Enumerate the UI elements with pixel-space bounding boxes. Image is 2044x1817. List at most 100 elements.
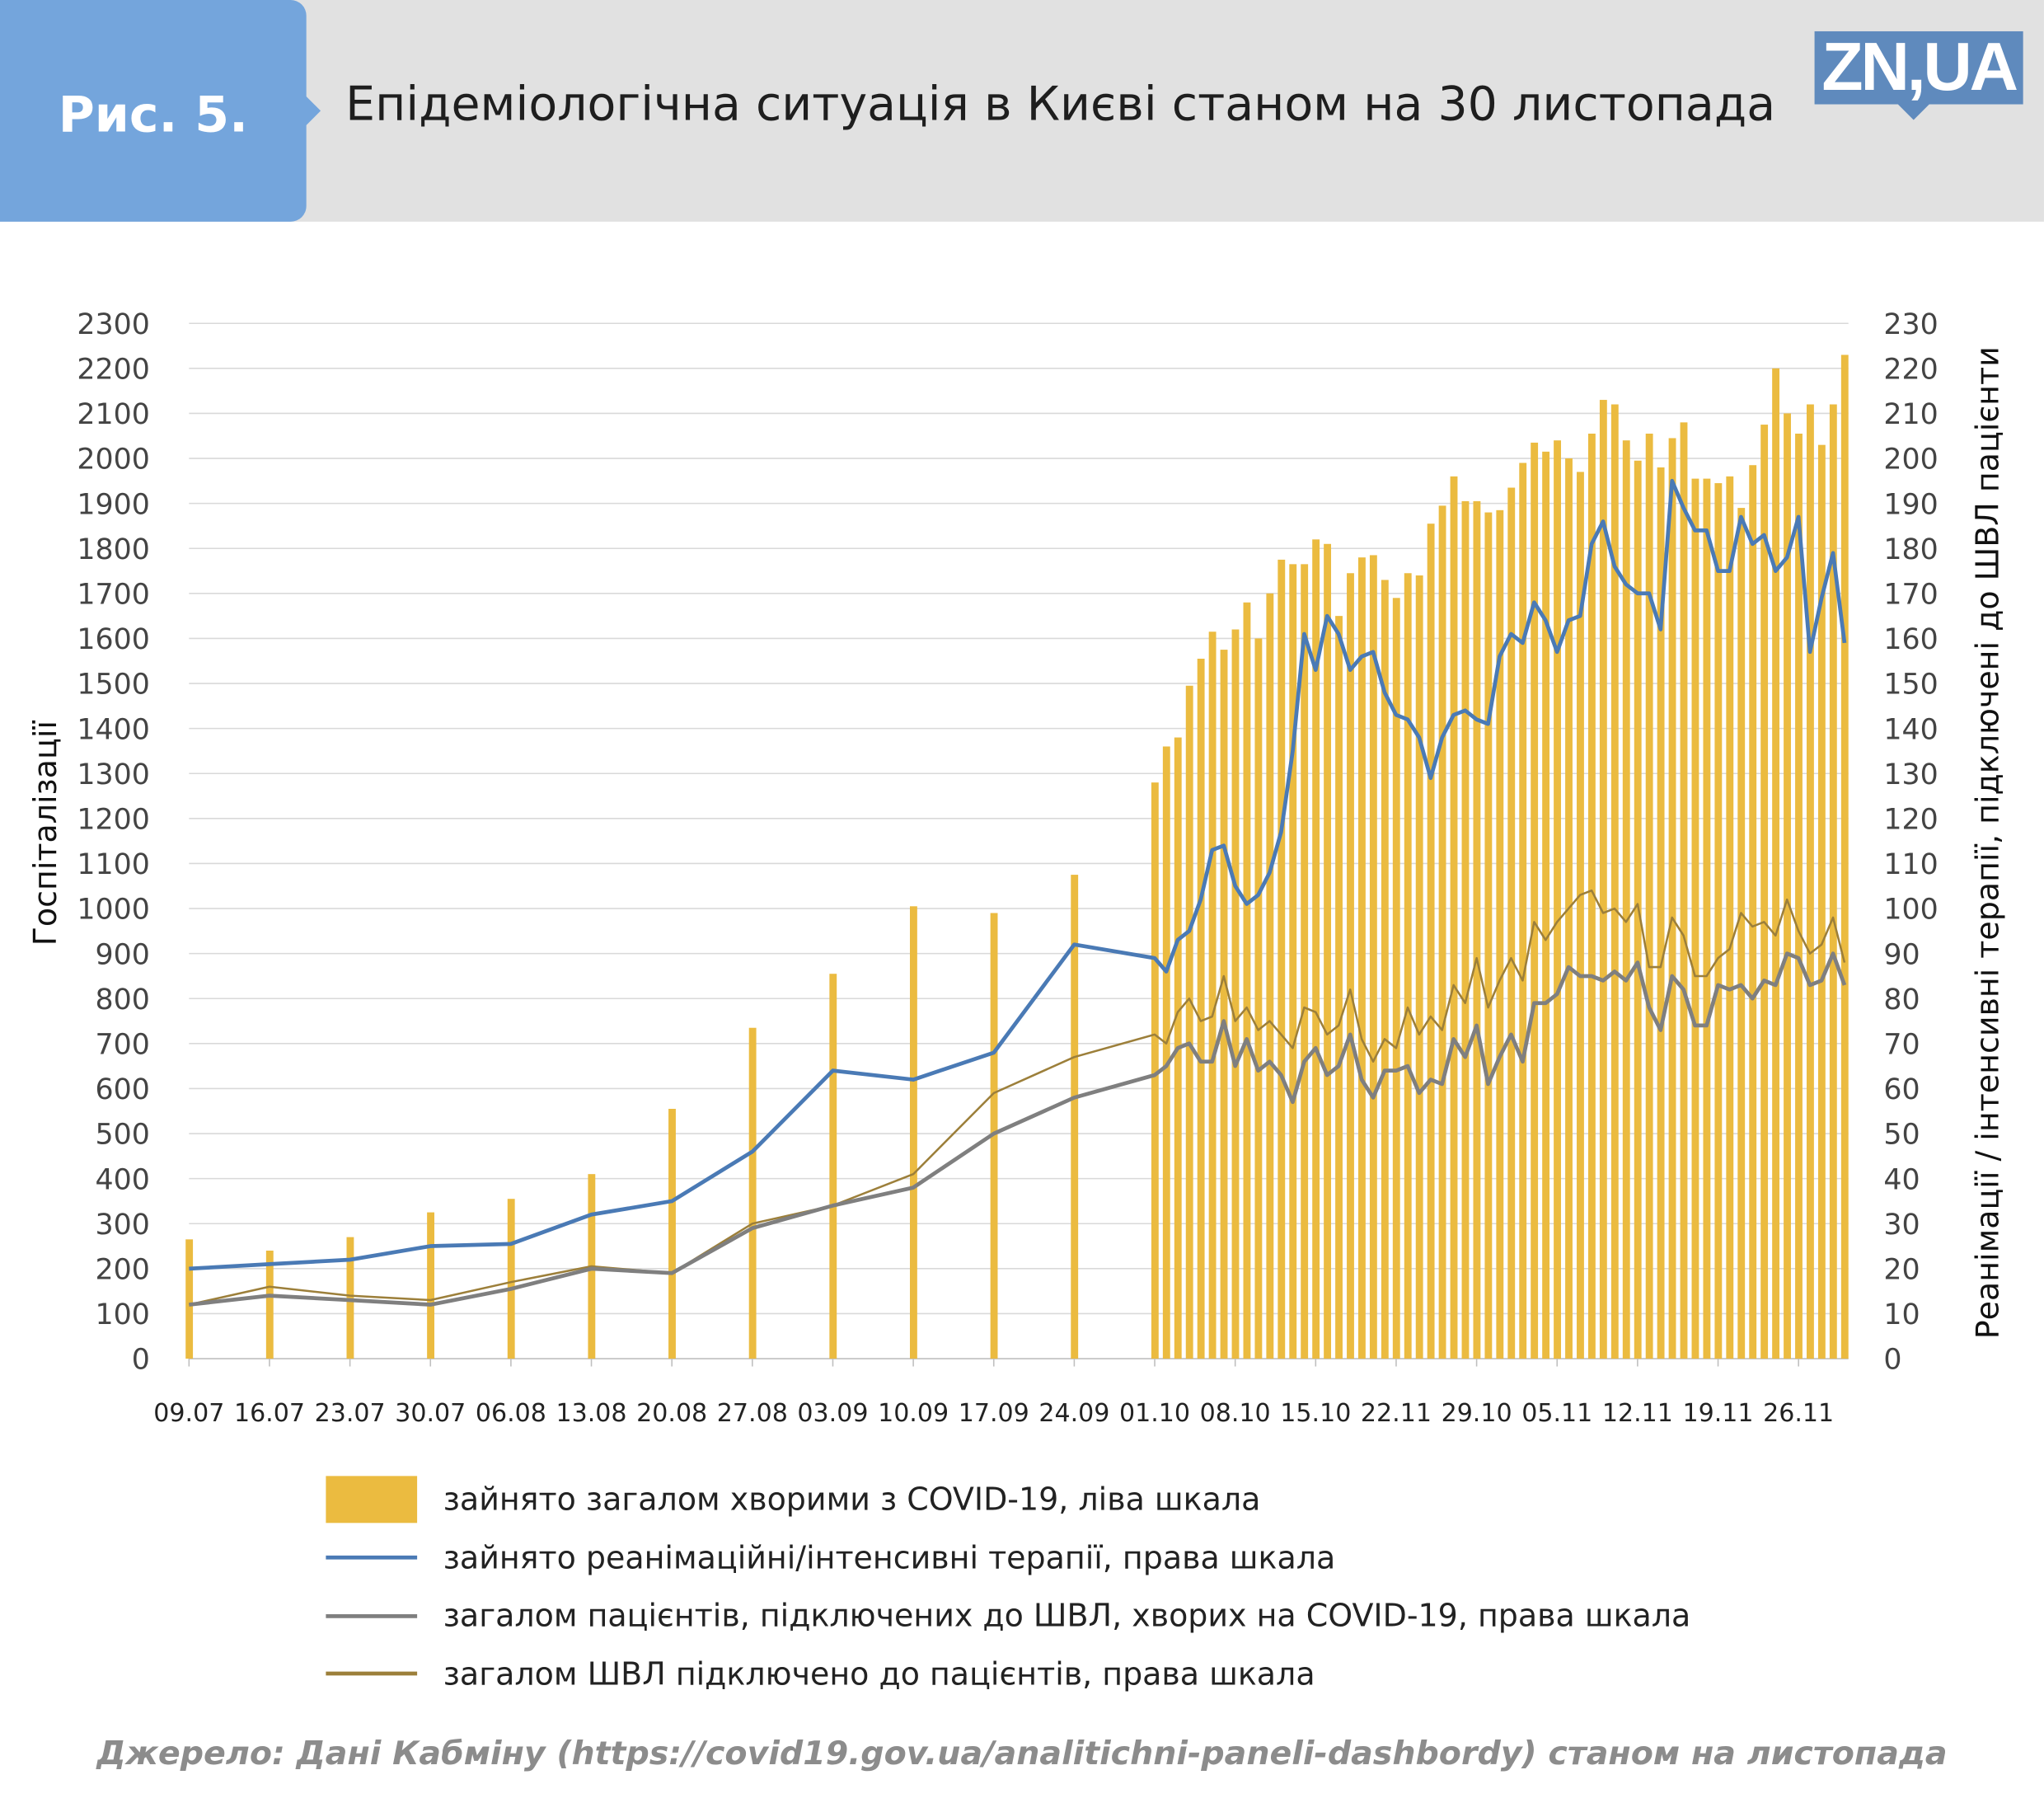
right-tick-label: 80 [1883,984,1920,1016]
bar [1622,440,1630,1359]
bar [1220,650,1228,1359]
x-tick-label: 01.10 [1119,1399,1190,1428]
bar [1324,543,1332,1359]
right-tick-label: 0 [1883,1344,1901,1377]
bar [1415,575,1423,1359]
bar [1577,472,1584,1359]
left-tick-label: 1100 [77,848,150,881]
bar [1473,500,1481,1359]
bar [1151,782,1159,1359]
right-tick-label: 30 [1883,1209,1920,1242]
legend-label: загалом ШВЛ підключено до пацієнтів, пра… [443,1655,1315,1693]
bar [668,1108,676,1359]
bar [1254,638,1263,1359]
bar [1519,462,1527,1359]
left-tick-label: 500 [95,1119,149,1152]
left-tick-label: 700 [95,1028,149,1061]
x-tick-label: 20.08 [636,1399,707,1428]
bar [1278,559,1286,1359]
x-tick-label: 30.07 [395,1399,466,1428]
right-tick-label: 180 [1883,533,1938,566]
icu-line [189,478,1847,1271]
bar [1185,685,1193,1359]
bar [1554,440,1561,1359]
left-tick-label: 1700 [77,578,150,611]
left-tick-label: 2200 [77,353,150,386]
left-tick-label: 400 [95,1163,149,1196]
figure-label-arrow [303,93,321,128]
bar [1484,512,1493,1359]
x-tick-label: 26.11 [1763,1399,1834,1428]
header-bar: Рис. 5. Епідеміологічна ситуація в Києві… [0,0,2044,222]
bar [1197,659,1205,1359]
legend-swatch-line [326,1556,418,1560]
right-tick-label: 60 [1883,1073,1920,1106]
right-tick-label: 40 [1883,1163,1920,1196]
bar [1496,509,1504,1359]
figure-label-box [0,0,307,222]
right-tick-label: 10 [1883,1298,1920,1331]
bar [1749,465,1757,1359]
bar [1817,444,1826,1359]
x-tick-label: 27.08 [717,1399,788,1428]
left-tick-label: 0 [132,1344,150,1377]
bar [1461,500,1470,1359]
bar [427,1212,435,1359]
right-tick-label: 70 [1883,1028,1920,1061]
left-tick-label: 1400 [77,713,150,746]
bar [1840,354,1849,1359]
bar [1404,573,1412,1359]
bar [1531,442,1539,1359]
left-tick-label: 1500 [77,669,150,702]
right-tick-label: 170 [1883,578,1938,611]
bar [1301,564,1309,1359]
x-tick-label: 16.07 [234,1399,305,1428]
bar [1657,467,1665,1359]
chart-title: Епідеміологічна ситуація в Києві станом … [345,77,1776,132]
bar [1610,404,1619,1359]
x-tick-label: 03.09 [797,1399,868,1428]
x-tick-label: 29.10 [1442,1399,1512,1428]
bar [1381,580,1389,1359]
bar [1703,478,1711,1359]
left-tick-label: 1300 [77,758,150,791]
right-axis-title: Реанімації / інтенсивні терапії, підключ… [1969,346,2007,1340]
zn-ua-logo: ZN,UA [1814,31,2023,120]
bar [1231,629,1240,1359]
bar [1358,557,1366,1359]
right-tick-label: 110 [1883,848,1938,881]
legend-swatch-bar [326,1476,418,1524]
bar [1726,476,1734,1359]
right-tick-label: 190 [1883,488,1938,521]
bar [1680,422,1688,1359]
bar [1691,478,1699,1359]
left-tick-label: 2000 [77,444,150,477]
x-tick-label: 24.09 [1038,1399,1109,1428]
legend-label: зайнято загалом хворими з COVID-19, ліва… [443,1481,1261,1519]
right-tick-label: 120 [1883,803,1938,836]
figure-label: Рис. 5. [58,86,248,143]
x-tick-label: 23.07 [315,1399,386,1428]
bar [1599,400,1607,1359]
bar [1737,508,1746,1359]
left-axis-title: Госпіталізації [27,721,64,946]
bar [1392,598,1400,1359]
bar [1645,434,1653,1359]
bar [1829,404,1837,1359]
bar [1312,539,1320,1359]
bar [1369,555,1377,1359]
left-tick-label: 1800 [77,533,150,566]
legend-item-ventilated-covid: загалом пацієнтів, підключених до ШВЛ, х… [326,1587,1690,1645]
legend-label: зайнято реанімаційні/інтенсивні терапії,… [443,1539,1336,1576]
ventilators-total-line [189,889,1846,1306]
right-tick-label: 20 [1883,1253,1920,1286]
legend-label: загалом пацієнтів, підключених до ШВЛ, х… [443,1597,1691,1635]
legend-swatch-line [326,1672,418,1676]
bar [748,1027,757,1359]
x-tick-label: 06.08 [476,1399,546,1428]
right-tick-label: 150 [1883,669,1938,702]
left-tick-label: 2300 [77,308,150,341]
right-tick-label: 90 [1883,938,1920,971]
